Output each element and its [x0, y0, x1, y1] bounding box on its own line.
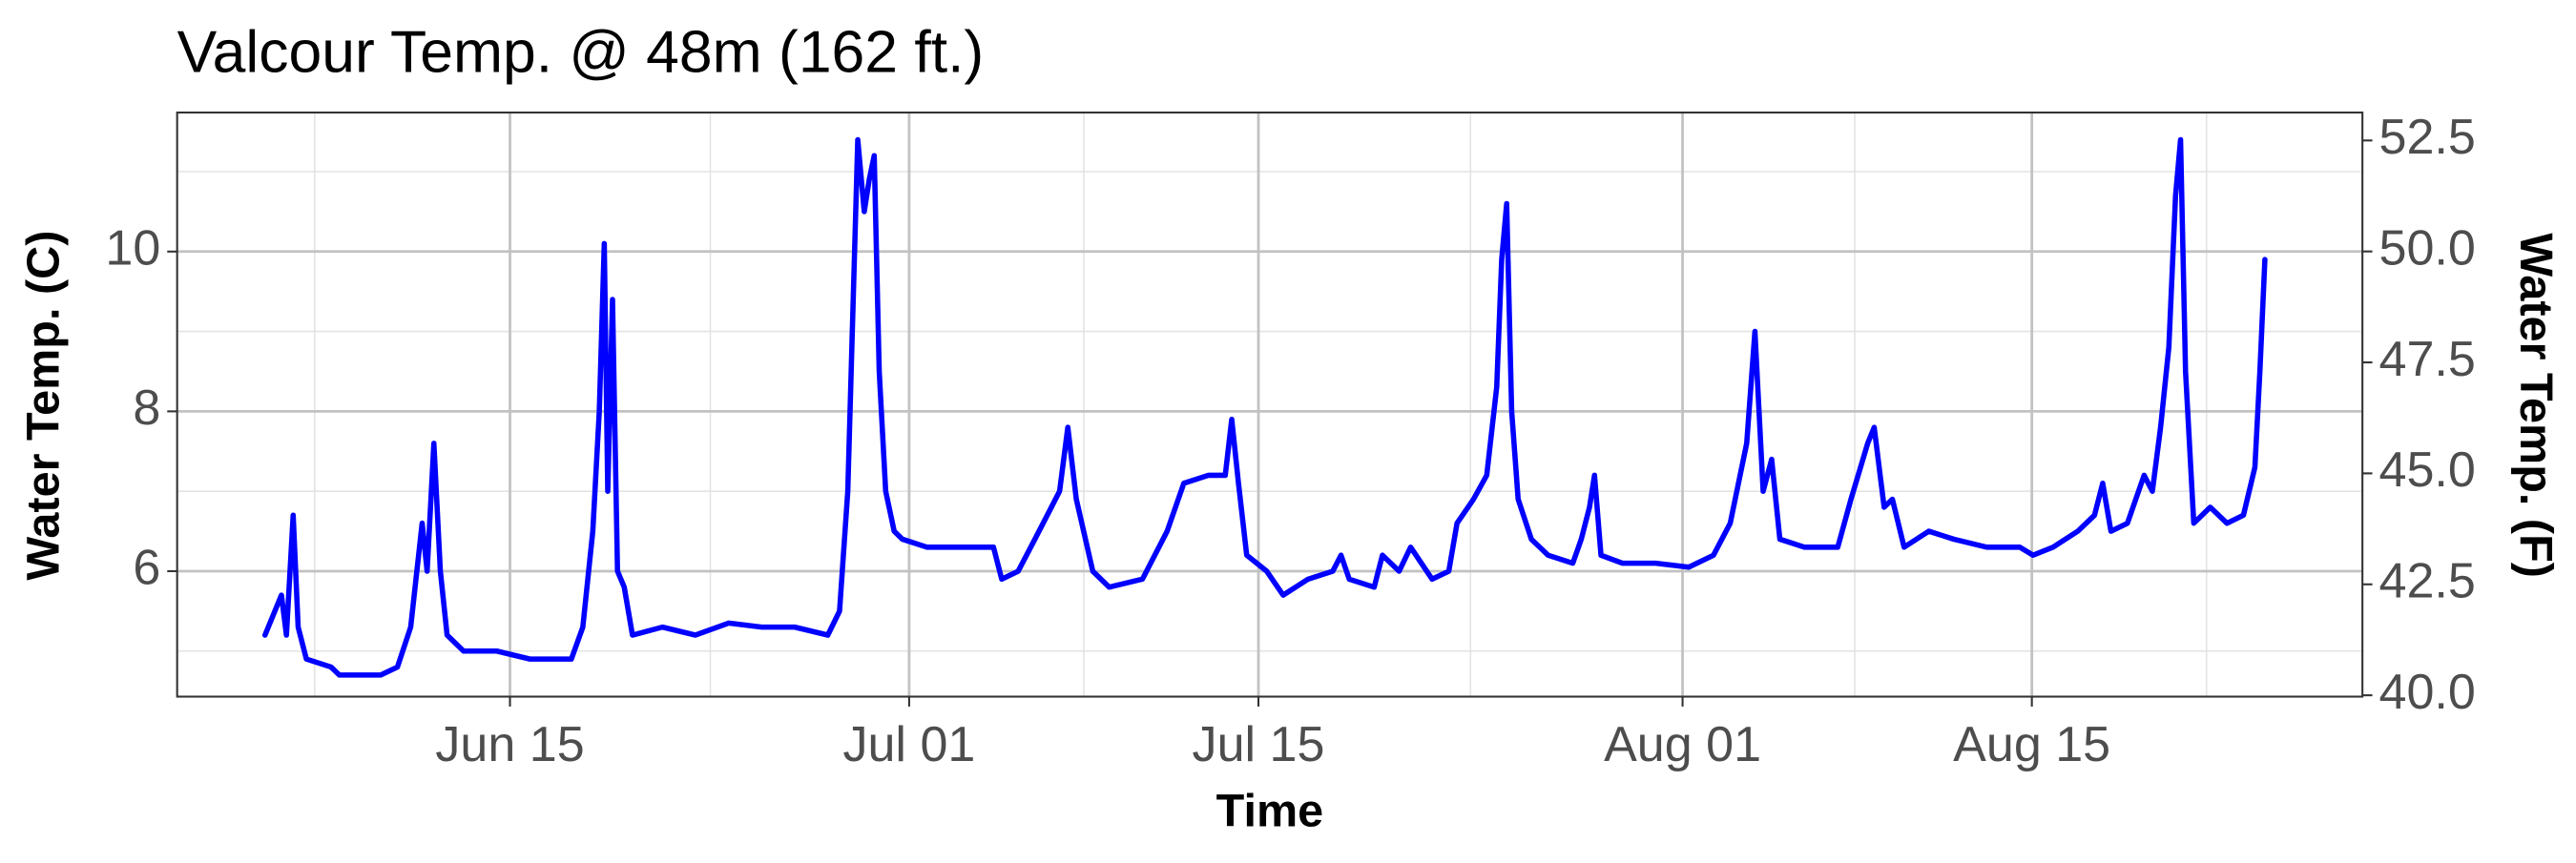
data-line: [261, 136, 2268, 678]
y-tick-label: 8: [133, 380, 160, 436]
y2-tick-label: 40.0: [2379, 665, 2476, 720]
y2-tick-label: 52.5: [2379, 110, 2476, 165]
x-tick-label: Aug 01: [1604, 717, 1761, 772]
x-axis-title: Time: [1216, 786, 1324, 837]
y2-tick-label: 47.5: [2379, 332, 2476, 387]
axes: Jun 15 Jul 01 Jul 15 Aug 01 Aug 15 6 8 10 40.0 42…: [105, 110, 2475, 772]
plot-marks: [261, 136, 2268, 678]
y2-axis-title: Water Temp. (F): [2510, 233, 2562, 578]
x-tick-label: Jul 15: [1193, 717, 1325, 772]
grid: [177, 112, 2363, 697]
y-axis-title: Water Temp. (C): [17, 231, 69, 581]
y-tick-label: 10: [105, 221, 160, 277]
panel-border: [176, 111, 2364, 698]
chart-title: Valcour Temp. @ 48m (162 ft.): [177, 18, 985, 85]
x-tick-label: Jun 15: [435, 717, 584, 772]
x-tick-label: Aug 15: [1953, 717, 2110, 772]
y2-tick-label: 45.0: [2379, 442, 2476, 498]
y-tick-label: 6: [133, 541, 160, 596]
y2-tick-label: 42.5: [2379, 554, 2476, 609]
y2-tick-label: 50.0: [2379, 220, 2476, 276]
x-tick-label: Jul 01: [842, 717, 975, 772]
panel: [177, 112, 2363, 697]
